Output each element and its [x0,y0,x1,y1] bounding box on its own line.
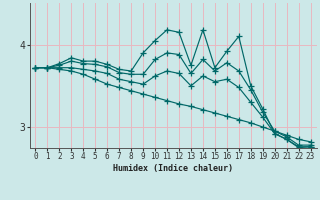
X-axis label: Humidex (Indice chaleur): Humidex (Indice chaleur) [113,164,233,173]
